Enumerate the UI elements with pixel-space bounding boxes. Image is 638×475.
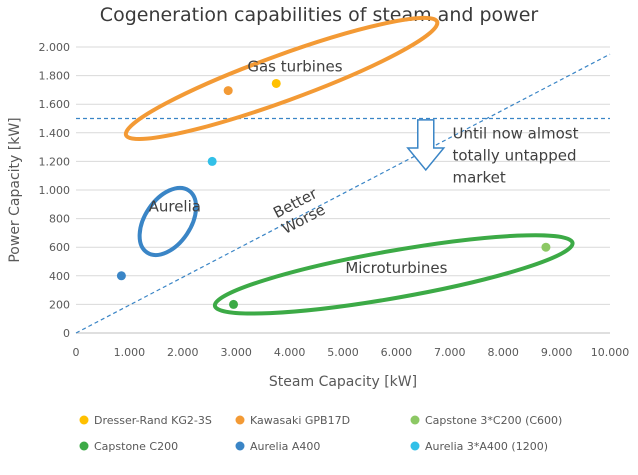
- region-ellipse: [137, 185, 199, 257]
- y-tick-label: 200: [49, 298, 70, 311]
- data-point: [223, 86, 233, 96]
- x-tick-label: 9.000: [541, 346, 573, 359]
- data-points: [116, 78, 551, 309]
- y-tick-label: 600: [49, 241, 70, 254]
- x-tick-label: 5.000: [327, 346, 359, 359]
- legend-label: Dresser-Rand KG2-3S: [94, 414, 212, 427]
- legend-marker: [79, 415, 89, 425]
- note-line: Until now almost: [452, 125, 578, 143]
- y-tick-label: 400: [49, 270, 70, 283]
- chart-title: Cogeneration capabilities of steam and p…: [99, 4, 539, 26]
- y-tick-label: 1.800: [39, 70, 71, 83]
- y-tick-label: 1.200: [39, 155, 71, 168]
- legend-label: Aurelia 3*A400 (1200): [425, 440, 548, 453]
- y-axis-title: Power Capacity [kW]: [7, 117, 23, 262]
- legend-marker: [410, 415, 420, 425]
- x-tick-label: 3.000: [220, 346, 252, 359]
- data-point: [271, 78, 281, 88]
- note-line: totally untapped: [452, 147, 576, 165]
- legend-marker: [79, 441, 89, 451]
- region-label: Aurelia: [149, 197, 201, 215]
- x-tick-label: 8.000: [487, 346, 519, 359]
- data-point: [229, 299, 239, 309]
- y-tick-label: 1.400: [39, 127, 71, 140]
- y-tick-label: 1.600: [39, 98, 71, 111]
- legend: Dresser-Rand KG2-3S Kawasaki GPB17D Capsto…: [79, 414, 562, 453]
- region-ellipse: [123, 15, 440, 142]
- x-tick-label: 7.000: [434, 346, 466, 359]
- data-point: [541, 242, 551, 252]
- legend-marker: [235, 415, 245, 425]
- x-tick-label: 6.000: [381, 346, 413, 359]
- legend-label: Capstone 3*C200 (C600): [425, 414, 562, 427]
- legend-marker: [235, 441, 245, 451]
- axes: 0 200 400 600 800 1.000 1.200 1.400 1.600 1.800 2.…: [7, 41, 629, 390]
- data-point: [116, 271, 126, 281]
- y-tick-label: 1.000: [39, 184, 71, 197]
- y-tick-label: 800: [49, 213, 70, 226]
- x-tick-label: 10.000: [591, 346, 630, 359]
- note-line: market: [452, 169, 505, 187]
- x-tick-label: 0: [73, 346, 80, 359]
- y-tick-label: 0: [63, 327, 70, 340]
- x-tick-label: 2.000: [167, 346, 199, 359]
- region-ellipse: [212, 233, 575, 316]
- region-label: Microturbines: [345, 259, 447, 277]
- data-point: [207, 156, 217, 166]
- diagonal-line: [75, 53, 611, 334]
- reference-lines: [75, 53, 611, 334]
- legend-marker: [410, 441, 420, 451]
- region-label: Gas turbines: [247, 57, 342, 75]
- x-axis-title: Steam Capacity [kW]: [269, 374, 417, 390]
- x-tick-label: 4.000: [274, 346, 306, 359]
- x-tick-label: 1.000: [114, 346, 146, 359]
- legend-label: Kawasaki GPB17D: [250, 414, 350, 427]
- legend-label: Aurelia A400: [250, 440, 320, 453]
- regions: [123, 15, 575, 316]
- legend-label: Capstone C200: [94, 440, 178, 453]
- y-tick-label: 2.000: [39, 41, 71, 54]
- annotations: Gas turbinesAureliaMicroturbinesBetterWo…: [149, 57, 579, 277]
- down-arrow: [406, 119, 446, 172]
